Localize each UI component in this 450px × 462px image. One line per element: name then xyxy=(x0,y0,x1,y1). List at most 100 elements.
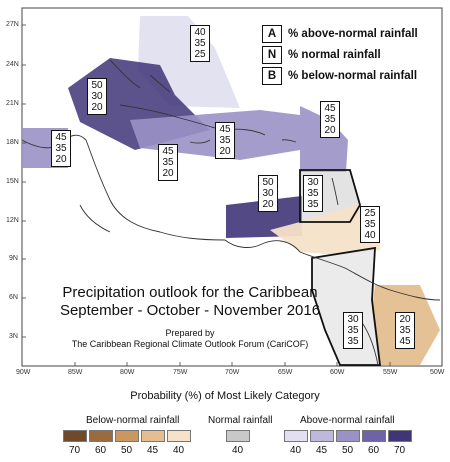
prob-box-hispaniola: 45 35 20 xyxy=(215,122,235,159)
key-normal: N % normal rainfall xyxy=(262,46,381,64)
prob-box-cuba-bahamas: 50 30 20 xyxy=(87,78,107,115)
map-title-line1: Precipitation outlook for the Caribbean xyxy=(62,284,318,301)
probability-value: 35 xyxy=(219,135,231,146)
legend-swatch xyxy=(167,430,191,442)
probability-value: 25 xyxy=(194,49,206,60)
probability-value: 45 xyxy=(55,132,67,143)
probability-value: 20 xyxy=(262,199,274,210)
prob-box-guyana: 30 35 35 xyxy=(343,312,363,349)
prob-box-leeward: 45 35 20 xyxy=(320,101,340,138)
legend-value: 50 xyxy=(121,445,133,456)
probability-value: 30 xyxy=(347,314,359,325)
prob-box-gulf-west: 45 35 20 xyxy=(51,130,71,167)
probability-value: 20 xyxy=(219,146,231,157)
probability-value: 35 xyxy=(162,157,174,168)
probability-value: 35 xyxy=(324,114,336,125)
legend-value: 40 xyxy=(173,445,185,456)
legend-swatch xyxy=(89,430,113,442)
legend-swatch xyxy=(141,430,165,442)
legend-swatch xyxy=(226,430,250,442)
probability-value: 20 xyxy=(55,154,67,165)
lat-label: 18N xyxy=(6,139,19,146)
probability-value: 45 xyxy=(219,124,231,135)
key-above: A % above-normal rainfall xyxy=(262,25,418,43)
legend-swatch xyxy=(284,430,308,442)
probability-value: 35 xyxy=(55,143,67,154)
legend-swatch xyxy=(115,430,139,442)
prob-box-french-guiana: 20 35 45 xyxy=(395,312,415,349)
key-letter: B xyxy=(262,67,282,85)
outline-windward xyxy=(299,169,361,223)
lat-label: 3N xyxy=(9,333,18,340)
key-below: B % below-normal rainfall xyxy=(262,67,417,85)
lat-label: 24N xyxy=(6,61,19,68)
lat-label: 21N xyxy=(6,100,19,107)
legend-value: 45 xyxy=(316,445,328,456)
probability-value: 20 xyxy=(91,102,103,113)
prob-box-jamaica: 45 35 20 xyxy=(158,144,178,181)
region-leeward xyxy=(300,106,348,172)
prob-box-trinidad: 25 35 40 xyxy=(360,206,380,243)
lon-label: 90W xyxy=(16,369,31,376)
region-guyana xyxy=(312,248,380,365)
key-letter: A xyxy=(262,25,282,43)
probability-value: 20 xyxy=(324,125,336,136)
lon-label: 75W xyxy=(173,369,188,376)
probability-value: 45 xyxy=(399,336,411,347)
lon-label: 70W xyxy=(225,369,240,376)
lon-label: 55W xyxy=(383,369,398,376)
probability-value: 30 xyxy=(91,91,103,102)
prepared-by: Prepared by xyxy=(165,328,215,338)
legend-swatch xyxy=(388,430,412,442)
lat-label: 12N xyxy=(6,217,19,224)
prob-box-windward: 30 35 35 xyxy=(303,175,323,212)
probability-value: 35 xyxy=(364,219,376,230)
probability-value: 35 xyxy=(194,38,206,49)
probability-value: 20 xyxy=(162,168,174,179)
probability-value: 20 xyxy=(399,314,411,325)
lon-label: 60W xyxy=(330,369,345,376)
probability-value: 40 xyxy=(194,27,206,38)
key-letter: N xyxy=(262,46,282,64)
legend-value: 40 xyxy=(232,445,244,456)
probability-value: 35 xyxy=(307,199,319,210)
key-text: % below-normal rainfall xyxy=(288,70,418,82)
legend-swatch xyxy=(336,430,360,442)
lat-label: 6N xyxy=(9,294,18,301)
lat-label: 27N xyxy=(6,21,19,28)
legend-swatch xyxy=(63,430,87,442)
legend-value: 60 xyxy=(95,445,107,456)
legend-value: 60 xyxy=(368,445,380,456)
prob-box-central-america: 50 30 20 xyxy=(258,175,278,212)
key-text: % normal rainfall xyxy=(288,49,381,61)
probability-value: 50 xyxy=(262,177,274,188)
probability-value: 30 xyxy=(307,177,319,188)
legend-normal-label: Normal rainfall xyxy=(208,415,273,426)
legend-value: 45 xyxy=(147,445,159,456)
organization: The Caribbean Regional Climate Outlook F… xyxy=(71,338,309,349)
probability-value: 25 xyxy=(364,208,376,219)
probability-value: 45 xyxy=(324,103,336,114)
probability-value: 35 xyxy=(307,188,319,199)
legend-value: 70 xyxy=(69,445,81,456)
probability-value: 35 xyxy=(347,336,359,347)
legend-swatch xyxy=(310,430,334,442)
prob-box-bahamas-north: 40 35 25 xyxy=(190,25,210,62)
lon-label: 65W xyxy=(278,369,293,376)
legend-value: 70 xyxy=(394,445,406,456)
legend-value: 50 xyxy=(342,445,354,456)
map-credit: Prepared by The Caribbean Regional Clima… xyxy=(40,328,340,349)
key-text: % above-normal rainfall xyxy=(288,28,418,40)
probability-value: 35 xyxy=(347,325,359,336)
lon-label: 50W xyxy=(430,369,445,376)
map-title-line2: September - October - November 2016 xyxy=(59,302,321,319)
legend-above-label: Above-normal rainfall xyxy=(300,415,395,426)
map-title: Precipitation outlook for the Caribbean … xyxy=(45,284,335,320)
outline-guyana xyxy=(311,246,382,366)
probability-value: 45 xyxy=(162,146,174,157)
probability-value: 30 xyxy=(262,188,274,199)
legend-swatch xyxy=(362,430,386,442)
legend-below-label: Below-normal rainfall xyxy=(86,415,180,426)
probability-value: 40 xyxy=(364,230,376,241)
lon-label: 80W xyxy=(120,369,135,376)
